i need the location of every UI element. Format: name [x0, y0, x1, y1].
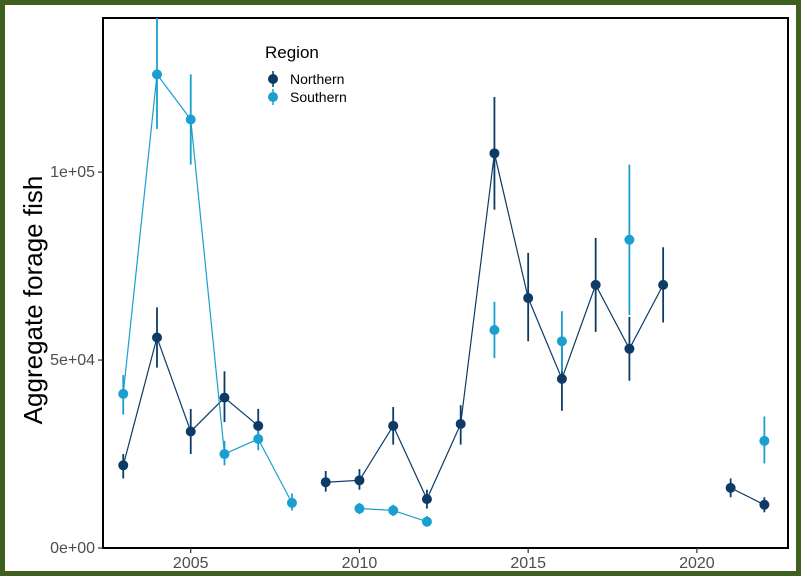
northern-point-2022	[759, 499, 770, 510]
y-axis-title: Aggregate forage fish	[18, 176, 48, 425]
legend-label-northern: Northern	[290, 71, 344, 87]
y-tick-label: 5e+04	[50, 352, 95, 369]
southern-point-2011	[388, 505, 399, 516]
axes: 2005 2010 2015 2020 0e+00 5e+04 1e+05	[50, 164, 715, 572]
southern-point-2016	[556, 336, 567, 347]
northern-point-2009	[320, 477, 331, 488]
northern-point-2021	[725, 482, 736, 493]
x-tick-label: 2005	[173, 555, 209, 572]
legend-key-southern	[268, 92, 278, 102]
legend-label-southern: Southern	[290, 89, 347, 105]
southern-point-2004	[151, 69, 162, 80]
legend-key-northern	[268, 74, 278, 84]
northern-point-2013	[455, 418, 466, 429]
southern-point-2010	[354, 503, 365, 514]
southern-point-2007	[253, 433, 264, 444]
northern-point-2012	[421, 494, 432, 505]
northern-point-2010	[354, 475, 365, 486]
x-tick-label: 2010	[342, 555, 378, 572]
northern-point-2017	[590, 279, 601, 290]
southern-point-2006	[219, 449, 230, 460]
southern-point-2012	[421, 516, 432, 527]
y-tick-label: 1e+05	[50, 164, 95, 181]
x-tick-label: 2020	[679, 555, 715, 572]
northern-point-2018	[624, 343, 635, 354]
data-points	[118, 69, 770, 527]
southern-point-2022	[759, 435, 770, 446]
northern-point-2006	[219, 392, 230, 403]
northern-point-2011	[388, 420, 399, 431]
legend: Region Northern Southern	[265, 43, 347, 105]
northern-point-2007	[253, 420, 264, 431]
southern-point-2005	[185, 114, 196, 125]
northern-point-2005	[185, 426, 196, 437]
northern-point-2004	[151, 332, 162, 343]
northern-point-2016	[556, 373, 567, 384]
southern-point-2014	[489, 324, 500, 335]
southern-line-segment	[122, 72, 293, 504]
northern-point-2015	[523, 293, 534, 304]
northern-point-2003	[118, 460, 129, 471]
southern-point-2018	[624, 234, 635, 245]
x-tick-label: 2015	[510, 555, 546, 572]
northern-line-segment	[730, 487, 765, 506]
legend-title: Region	[265, 43, 319, 62]
northern-point-2019	[658, 279, 669, 290]
southern-point-2003	[118, 388, 129, 399]
y-tick-label: 0e+00	[50, 540, 95, 557]
southern-point-2008	[286, 497, 297, 508]
northern-point-2014	[489, 148, 500, 159]
plot-panel	[102, 17, 789, 549]
